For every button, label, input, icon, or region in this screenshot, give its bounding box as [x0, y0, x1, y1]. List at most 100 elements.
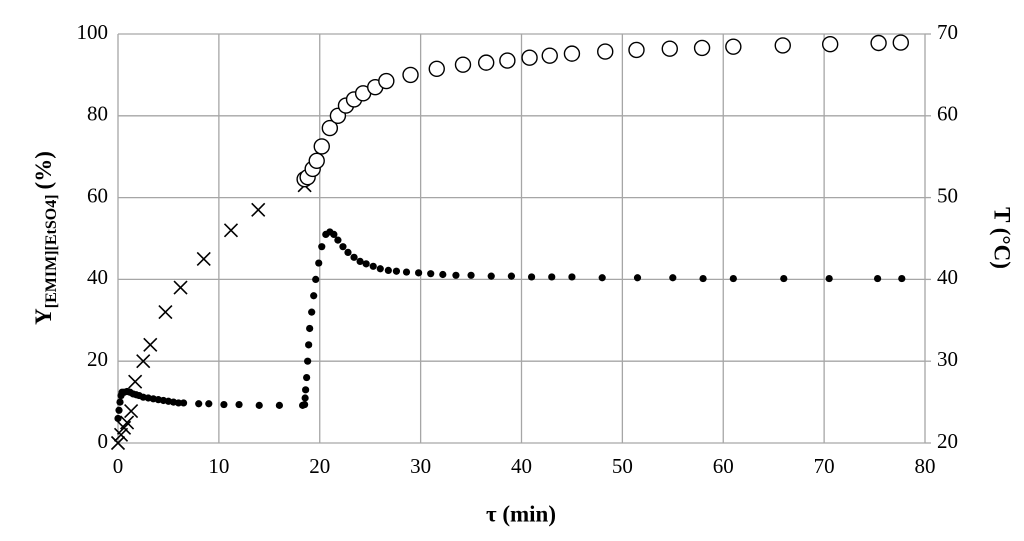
dot-point: [568, 273, 576, 281]
dot-point: [376, 265, 384, 273]
x-tick-label: 50: [612, 454, 633, 478]
x-tick-label: 30: [410, 454, 431, 478]
open-circle-point: [892, 34, 909, 51]
open-circle-point: [628, 41, 645, 59]
dot-point: [303, 373, 311, 382]
dot-point: [669, 274, 677, 282]
open-circle-point: [661, 40, 678, 57]
open-circle-point: [428, 60, 445, 77]
dot-point: [114, 414, 122, 423]
y-tick-label: 100: [77, 20, 109, 44]
y-axis-label: Y[EMIM][EtSO4] (%): [31, 151, 59, 325]
cross-point: [120, 415, 135, 430]
dot-point: [339, 243, 347, 251]
open-circle-point: [563, 45, 581, 62]
open-circle-point: [541, 47, 558, 64]
cross-point: [113, 427, 129, 442]
open-circle-point: [725, 38, 742, 55]
dot-point: [205, 400, 213, 408]
x-tick-label: 20: [309, 454, 330, 478]
open-circle-point: [454, 56, 472, 73]
dot-point: [402, 268, 411, 276]
dot-point: [302, 386, 310, 394]
dot-point: [633, 274, 642, 282]
dot-point: [439, 270, 447, 279]
x-tick-label: 10: [208, 454, 229, 478]
dot-point: [308, 308, 316, 316]
dot-point: [174, 399, 183, 407]
open-circle-point: [521, 49, 538, 66]
dot-point: [312, 275, 320, 283]
dot-point: [427, 270, 435, 278]
cross-point: [223, 223, 239, 238]
open-circle-point: [378, 72, 395, 90]
dot-point: [729, 274, 737, 283]
dot-point: [275, 401, 283, 409]
dot-point: [330, 230, 338, 239]
dot-point: [384, 266, 392, 275]
dot-point: [873, 274, 882, 283]
open-circle-point: [477, 54, 495, 71]
dot-point: [304, 357, 312, 365]
open-circle-point: [313, 138, 330, 155]
cross-point: [136, 354, 151, 369]
dot-point: [255, 401, 263, 409]
dot-point: [305, 341, 313, 349]
dot-point: [898, 274, 906, 283]
dot-point: [369, 262, 377, 270]
y-tick-label: 60: [87, 183, 108, 207]
dot-point: [195, 400, 203, 408]
dot-point: [115, 406, 123, 414]
y2-tick-label: 30: [937, 347, 958, 371]
cross-point: [196, 251, 211, 267]
y2-tick-label: 40: [937, 265, 958, 289]
cross-point: [173, 280, 188, 295]
dot-point: [415, 269, 423, 277]
dot-point: [392, 267, 401, 275]
cross-point: [158, 305, 173, 320]
y-label-sub: [EMIM][EtSO4]: [43, 194, 60, 308]
dot-point: [467, 271, 475, 279]
dot-point: [116, 398, 124, 406]
dot-point: [344, 248, 352, 257]
dot-point: [301, 400, 309, 409]
dot-point: [362, 260, 370, 268]
y2-tick-label: 70: [937, 20, 958, 44]
dot-point: [548, 273, 556, 281]
open-circle-point: [308, 152, 325, 169]
dot-point: [350, 253, 358, 261]
dot-point: [527, 273, 536, 281]
open-circle-point: [821, 36, 839, 53]
y-tick-label: 40: [87, 265, 108, 289]
dot-point: [487, 272, 495, 280]
dot-point: [825, 274, 833, 283]
y-tick-label: 80: [87, 102, 108, 126]
open-circle-point: [774, 37, 791, 54]
y2-tick-label: 50: [937, 183, 958, 207]
y-tick-label: 20: [87, 347, 108, 371]
x-tick-label: 0: [113, 454, 124, 478]
cross-point: [143, 337, 158, 352]
cross-point: [128, 374, 143, 389]
y2-axis-label: T (°C): [990, 207, 1015, 269]
y2-tick-label: 20: [937, 429, 958, 453]
cross-point: [110, 435, 126, 451]
dot-point: [235, 400, 243, 409]
x-tick-label: 80: [915, 454, 936, 478]
dot-point: [598, 274, 606, 282]
dot-point: [699, 274, 707, 283]
open-circle-point: [402, 66, 419, 84]
dot-point: [310, 292, 318, 300]
dot-point: [301, 394, 309, 402]
cross-point: [251, 202, 266, 217]
dot-point: [780, 274, 788, 283]
open-circle-point: [693, 39, 711, 57]
x-tick-label: 70: [814, 454, 835, 478]
dot-point: [452, 271, 460, 279]
cross-point: [124, 404, 139, 419]
open-circle-point: [597, 43, 614, 60]
dot-point: [507, 272, 516, 280]
open-circle-point: [870, 34, 887, 52]
open-circle-point: [499, 52, 516, 69]
